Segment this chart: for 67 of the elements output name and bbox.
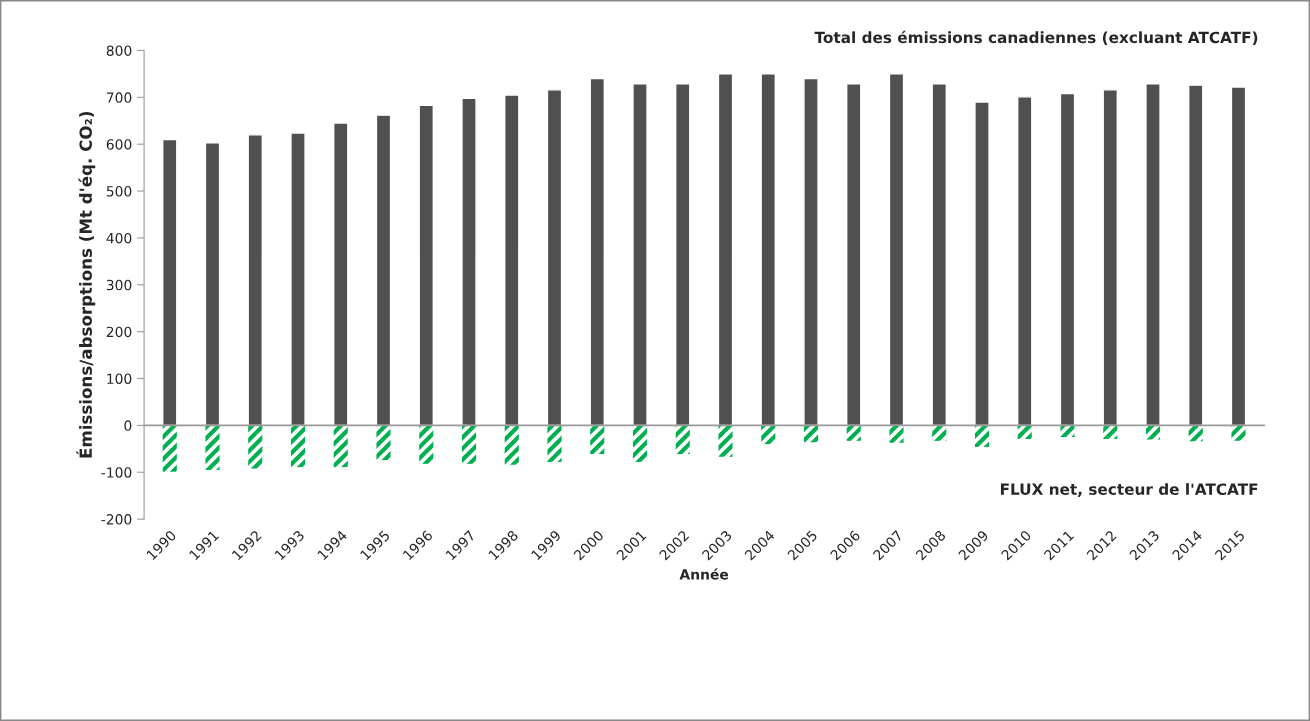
bar bbox=[717, 73, 734, 427]
bar bbox=[1230, 86, 1247, 427]
bar bbox=[375, 114, 392, 427]
bar bbox=[675, 425, 690, 454]
bar bbox=[632, 83, 648, 427]
bar bbox=[760, 73, 776, 427]
bar bbox=[590, 425, 605, 454]
bar bbox=[290, 132, 306, 427]
x-axis-title: Année bbox=[679, 568, 729, 580]
y-tick-label: 500 bbox=[106, 186, 132, 197]
bar bbox=[761, 425, 776, 445]
bar bbox=[204, 142, 221, 427]
y-axis-title: Émissions/absorptions (Mt d'éq. CO₂) bbox=[76, 112, 96, 458]
bar bbox=[418, 104, 434, 427]
text: Total des émissions canadiennes (excluant ATCATF) bbox=[814, 30, 1258, 45]
bar bbox=[974, 425, 990, 447]
bar bbox=[589, 77, 605, 427]
bar bbox=[1017, 96, 1033, 427]
bar bbox=[1188, 84, 1204, 427]
bar bbox=[1102, 89, 1118, 427]
bar bbox=[205, 425, 220, 470]
bar bbox=[461, 97, 477, 427]
bar bbox=[419, 425, 434, 464]
y-tick-label: 800 bbox=[106, 45, 132, 56]
bar bbox=[889, 425, 904, 443]
text: FLUX net, secteur de l'ATCATF bbox=[1000, 483, 1258, 497]
bar bbox=[1103, 425, 1118, 439]
bar bbox=[1060, 425, 1075, 438]
bar bbox=[1188, 425, 1203, 442]
y-tick-label: 100 bbox=[107, 373, 132, 384]
bar bbox=[162, 138, 178, 427]
bar bbox=[333, 122, 349, 427]
bar bbox=[162, 425, 177, 472]
bar bbox=[290, 425, 306, 468]
y-tick-label: 600 bbox=[106, 139, 132, 150]
bar bbox=[376, 425, 391, 461]
bar bbox=[974, 101, 990, 427]
bar bbox=[333, 425, 348, 468]
bar bbox=[931, 83, 947, 427]
y-tick-label: -100 bbox=[101, 467, 132, 478]
bar bbox=[718, 425, 733, 457]
bar bbox=[803, 77, 819, 427]
bar bbox=[803, 425, 819, 443]
y-tick-label: 400 bbox=[106, 232, 132, 244]
y-tick-label: 300 bbox=[106, 279, 132, 291]
bar bbox=[547, 425, 562, 462]
bar bbox=[846, 83, 862, 427]
y-tick-label: -200 bbox=[101, 514, 132, 525]
bar bbox=[675, 83, 691, 427]
bar bbox=[248, 425, 263, 469]
bar bbox=[1231, 425, 1246, 441]
bar bbox=[1145, 425, 1161, 440]
bar bbox=[932, 425, 947, 441]
bar bbox=[1145, 83, 1161, 427]
y-tick-label: 700 bbox=[106, 92, 132, 103]
bar bbox=[846, 425, 861, 441]
bar bbox=[888, 73, 905, 427]
y-tick-label: 0 bbox=[124, 420, 132, 431]
bar bbox=[632, 425, 648, 462]
bar bbox=[504, 425, 519, 465]
bar bbox=[504, 94, 520, 427]
bar bbox=[1059, 92, 1076, 427]
bar bbox=[546, 89, 563, 427]
bar bbox=[461, 425, 477, 464]
y-tick-label: 200 bbox=[106, 326, 132, 338]
bar bbox=[247, 134, 263, 427]
bar bbox=[1017, 425, 1032, 439]
